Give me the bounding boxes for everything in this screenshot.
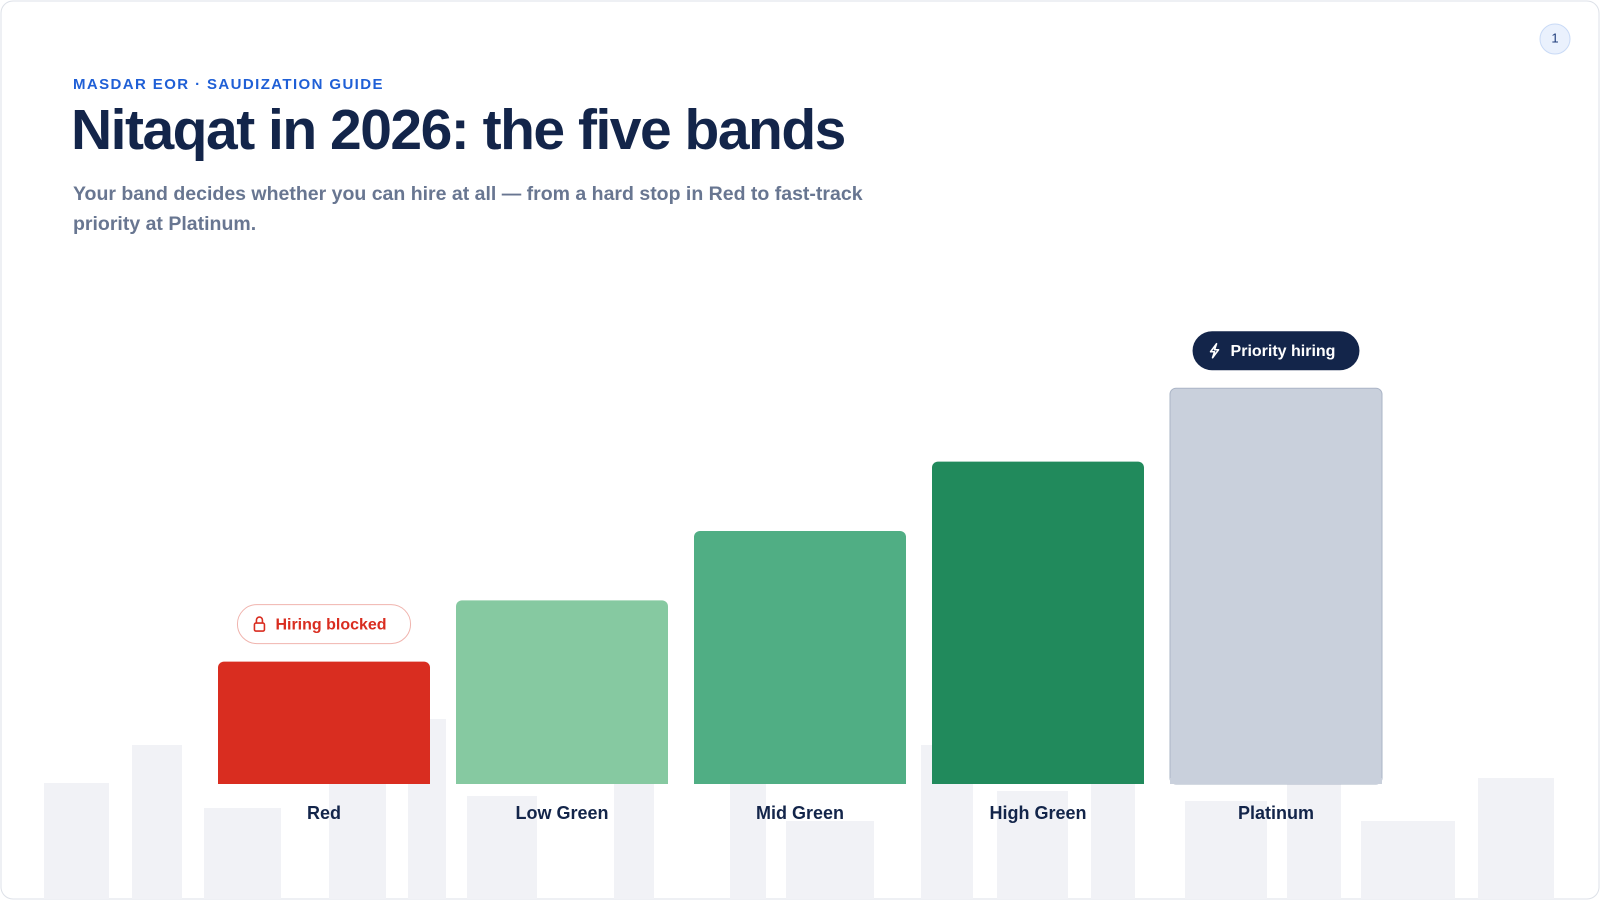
lock-icon: [255, 616, 264, 624]
callout-text: Hiring blocked: [275, 616, 386, 633]
bar: [694, 531, 906, 784]
eyebrow: MASDAR EOR · SAUDIZATION GUIDE: [73, 76, 384, 93]
bar: [1169, 387, 1383, 785]
bar: [456, 600, 668, 784]
category-label: Red: [307, 803, 341, 823]
lock-icon: [253, 622, 266, 632]
callout-pill: [236, 604, 412, 645]
page-number: 1: [1551, 30, 1558, 45]
callout: Hiring blocked: [236, 604, 412, 645]
callout-text: Priority hiring: [1231, 343, 1336, 360]
bar: [218, 661, 430, 784]
bar: [932, 461, 1144, 784]
category-label: Platinum: [1238, 803, 1314, 823]
background-decoration: [44, 719, 1554, 899]
callout-pill: [1192, 331, 1360, 371]
bar-foot: [932, 778, 1144, 784]
category-label: High Green: [989, 803, 1086, 823]
callout: Priority hiring: [1192, 331, 1360, 371]
bar-foot: [456, 778, 668, 784]
title: Nitaqat in 2026: the five bands: [71, 98, 845, 162]
category-label: Mid Green: [756, 803, 844, 823]
bar-foot: [1170, 778, 1382, 784]
bolt-icon: [1209, 342, 1220, 359]
category-label: Low Green: [515, 803, 608, 823]
bar-foot: [218, 778, 430, 784]
subtitle: priority at Platinum.: [73, 213, 256, 235]
bar-foot: [694, 778, 906, 784]
page-badge: [1539, 23, 1571, 55]
subtitle: Your band decides whether you can hire a…: [73, 183, 863, 205]
